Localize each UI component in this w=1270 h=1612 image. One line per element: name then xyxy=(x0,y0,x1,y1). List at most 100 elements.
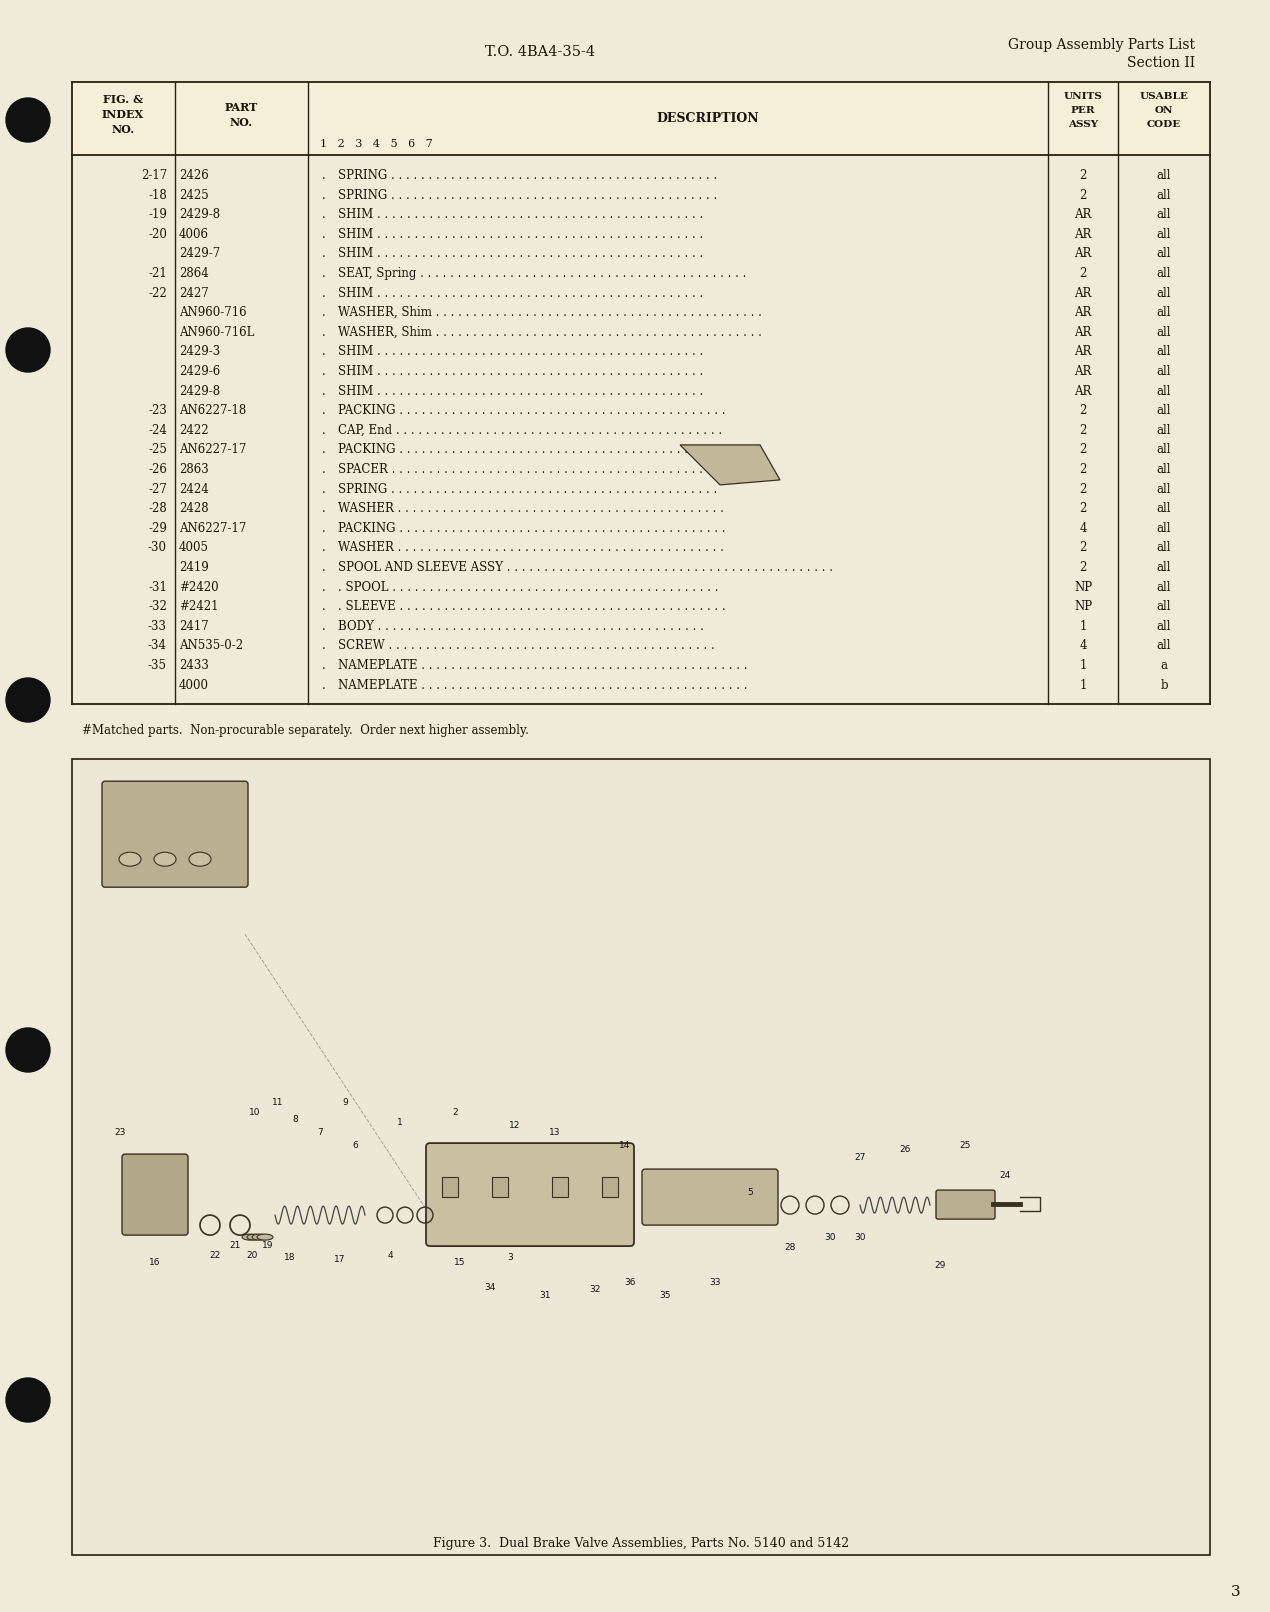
Text: 1: 1 xyxy=(1080,659,1087,672)
Text: 2: 2 xyxy=(1080,189,1087,202)
Text: .: . xyxy=(323,405,325,418)
Polygon shape xyxy=(679,445,780,485)
Text: SPRING . . . . . . . . . . . . . . . . . . . . . . . . . . . . . . . . . . . . .: SPRING . . . . . . . . . . . . . . . . .… xyxy=(338,169,718,182)
Text: 26: 26 xyxy=(899,1145,911,1154)
Text: WASHER . . . . . . . . . . . . . . . . . . . . . . . . . . . . . . . . . . . . .: WASHER . . . . . . . . . . . . . . . . .… xyxy=(338,503,724,516)
Text: 13: 13 xyxy=(549,1128,561,1136)
Text: 10: 10 xyxy=(249,1107,260,1117)
Text: 23: 23 xyxy=(114,1128,126,1136)
Text: 25: 25 xyxy=(959,1141,970,1149)
Text: 35: 35 xyxy=(659,1291,671,1299)
Text: Figure 3.  Dual Brake Valve Assemblies, Parts No. 5140 and 5142: Figure 3. Dual Brake Valve Assemblies, P… xyxy=(433,1536,850,1551)
Text: .: . xyxy=(323,679,325,692)
Text: 3: 3 xyxy=(507,1253,513,1262)
Text: all: all xyxy=(1157,463,1171,476)
Text: all: all xyxy=(1157,522,1171,535)
Text: SCREW . . . . . . . . . . . . . . . . . . . . . . . . . . . . . . . . . . . . . : SCREW . . . . . . . . . . . . . . . . . … xyxy=(338,640,715,653)
Text: SHIM . . . . . . . . . . . . . . . . . . . . . . . . . . . . . . . . . . . . . .: SHIM . . . . . . . . . . . . . . . . . .… xyxy=(338,208,704,221)
Text: 15: 15 xyxy=(455,1257,466,1267)
Bar xyxy=(72,82,1210,155)
Text: all: all xyxy=(1157,424,1171,437)
Text: 34: 34 xyxy=(484,1283,495,1291)
Text: all: all xyxy=(1157,306,1171,319)
Text: 19: 19 xyxy=(262,1241,274,1249)
Text: -30: -30 xyxy=(149,542,166,555)
Text: 2419: 2419 xyxy=(179,561,208,574)
Text: -32: -32 xyxy=(149,600,166,613)
Bar xyxy=(442,1177,458,1198)
Text: all: all xyxy=(1157,619,1171,634)
Circle shape xyxy=(6,1028,50,1072)
Text: SPRING . . . . . . . . . . . . . . . . . . . . . . . . . . . . . . . . . . . . .: SPRING . . . . . . . . . . . . . . . . .… xyxy=(338,482,718,495)
Text: AN6227-18: AN6227-18 xyxy=(179,405,246,418)
Text: .: . xyxy=(323,189,325,202)
Text: 2425: 2425 xyxy=(179,189,208,202)
Text: 4006: 4006 xyxy=(179,227,210,240)
Text: .: . xyxy=(323,247,325,261)
Text: all: all xyxy=(1157,247,1171,261)
FancyBboxPatch shape xyxy=(936,1190,994,1219)
Text: -18: -18 xyxy=(149,189,166,202)
Text: 2: 2 xyxy=(1080,268,1087,280)
Text: -19: -19 xyxy=(149,208,166,221)
Text: .: . xyxy=(323,503,325,516)
Text: .: . xyxy=(323,424,325,437)
Text: 32: 32 xyxy=(589,1285,601,1293)
Text: SPOOL AND SLEEVE ASSY . . . . . . . . . . . . . . . . . . . . . . . . . . . . . : SPOOL AND SLEEVE ASSY . . . . . . . . . … xyxy=(338,561,833,574)
Text: all: all xyxy=(1157,364,1171,377)
FancyBboxPatch shape xyxy=(425,1143,634,1246)
Text: all: all xyxy=(1157,345,1171,358)
Text: AN535-0-2: AN535-0-2 xyxy=(179,640,243,653)
Text: 2: 2 xyxy=(1080,482,1087,495)
Text: 33: 33 xyxy=(709,1278,721,1286)
Text: SHIM . . . . . . . . . . . . . . . . . . . . . . . . . . . . . . . . . . . . . .: SHIM . . . . . . . . . . . . . . . . . .… xyxy=(338,287,704,300)
Text: 8: 8 xyxy=(292,1114,298,1124)
Text: 2424: 2424 xyxy=(179,482,208,495)
Text: all: all xyxy=(1157,503,1171,516)
Text: NO.: NO. xyxy=(230,118,253,127)
Text: 4: 4 xyxy=(1080,522,1087,535)
Text: ON: ON xyxy=(1154,106,1173,114)
Text: 2: 2 xyxy=(1080,463,1087,476)
Text: 1   2   3   4   5   6   7: 1 2 3 4 5 6 7 xyxy=(320,139,433,148)
Text: 4005: 4005 xyxy=(179,542,210,555)
Text: .: . xyxy=(323,169,325,182)
Text: #2420: #2420 xyxy=(179,580,218,593)
Text: WASHER . . . . . . . . . . . . . . . . . . . . . . . . . . . . . . . . . . . . .: WASHER . . . . . . . . . . . . . . . . .… xyxy=(338,542,724,555)
Text: 2429-6: 2429-6 xyxy=(179,364,220,377)
Text: all: all xyxy=(1157,580,1171,593)
Text: .: . xyxy=(323,580,325,593)
Text: 2: 2 xyxy=(1080,443,1087,456)
Text: 30: 30 xyxy=(855,1233,866,1241)
Text: .: . xyxy=(323,659,325,672)
Text: NP: NP xyxy=(1074,600,1092,613)
Text: BODY . . . . . . . . . . . . . . . . . . . . . . . . . . . . . . . . . . . . . .: BODY . . . . . . . . . . . . . . . . . .… xyxy=(338,619,704,634)
Text: .: . xyxy=(323,542,325,555)
Text: 36: 36 xyxy=(625,1278,636,1286)
Text: 2426: 2426 xyxy=(179,169,208,182)
Text: all: all xyxy=(1157,227,1171,240)
Circle shape xyxy=(6,679,50,722)
Text: 2429-3: 2429-3 xyxy=(179,345,220,358)
Text: all: all xyxy=(1157,482,1171,495)
Text: .: . xyxy=(323,600,325,613)
Text: T.O. 4BA4-35-4: T.O. 4BA4-35-4 xyxy=(485,45,596,60)
Text: .: . xyxy=(323,208,325,221)
Text: FIG. &: FIG. & xyxy=(103,93,144,105)
Text: -27: -27 xyxy=(149,482,166,495)
Bar xyxy=(602,1177,618,1198)
Text: -34: -34 xyxy=(149,640,166,653)
Text: NAMEPLATE . . . . . . . . . . . . . . . . . . . . . . . . . . . . . . . . . . . : NAMEPLATE . . . . . . . . . . . . . . . … xyxy=(338,679,748,692)
Bar xyxy=(552,1177,568,1198)
Text: AR: AR xyxy=(1074,364,1092,377)
Text: SEAT, Spring . . . . . . . . . . . . . . . . . . . . . . . . . . . . . . . . . .: SEAT, Spring . . . . . . . . . . . . . .… xyxy=(338,268,747,280)
Text: .: . xyxy=(323,640,325,653)
Text: 11: 11 xyxy=(272,1098,283,1106)
Text: 9: 9 xyxy=(342,1098,348,1106)
Text: Section II: Section II xyxy=(1126,56,1195,69)
Text: PACKING . . . . . . . . . . . . . . . . . . . . . . . . . . . . . . . . . . . . : PACKING . . . . . . . . . . . . . . . . … xyxy=(338,443,725,456)
Text: .: . xyxy=(323,619,325,634)
Text: 6: 6 xyxy=(352,1141,358,1149)
Text: .: . xyxy=(323,268,325,280)
Text: WASHER, Shim . . . . . . . . . . . . . . . . . . . . . . . . . . . . . . . . . .: WASHER, Shim . . . . . . . . . . . . . .… xyxy=(338,326,762,339)
